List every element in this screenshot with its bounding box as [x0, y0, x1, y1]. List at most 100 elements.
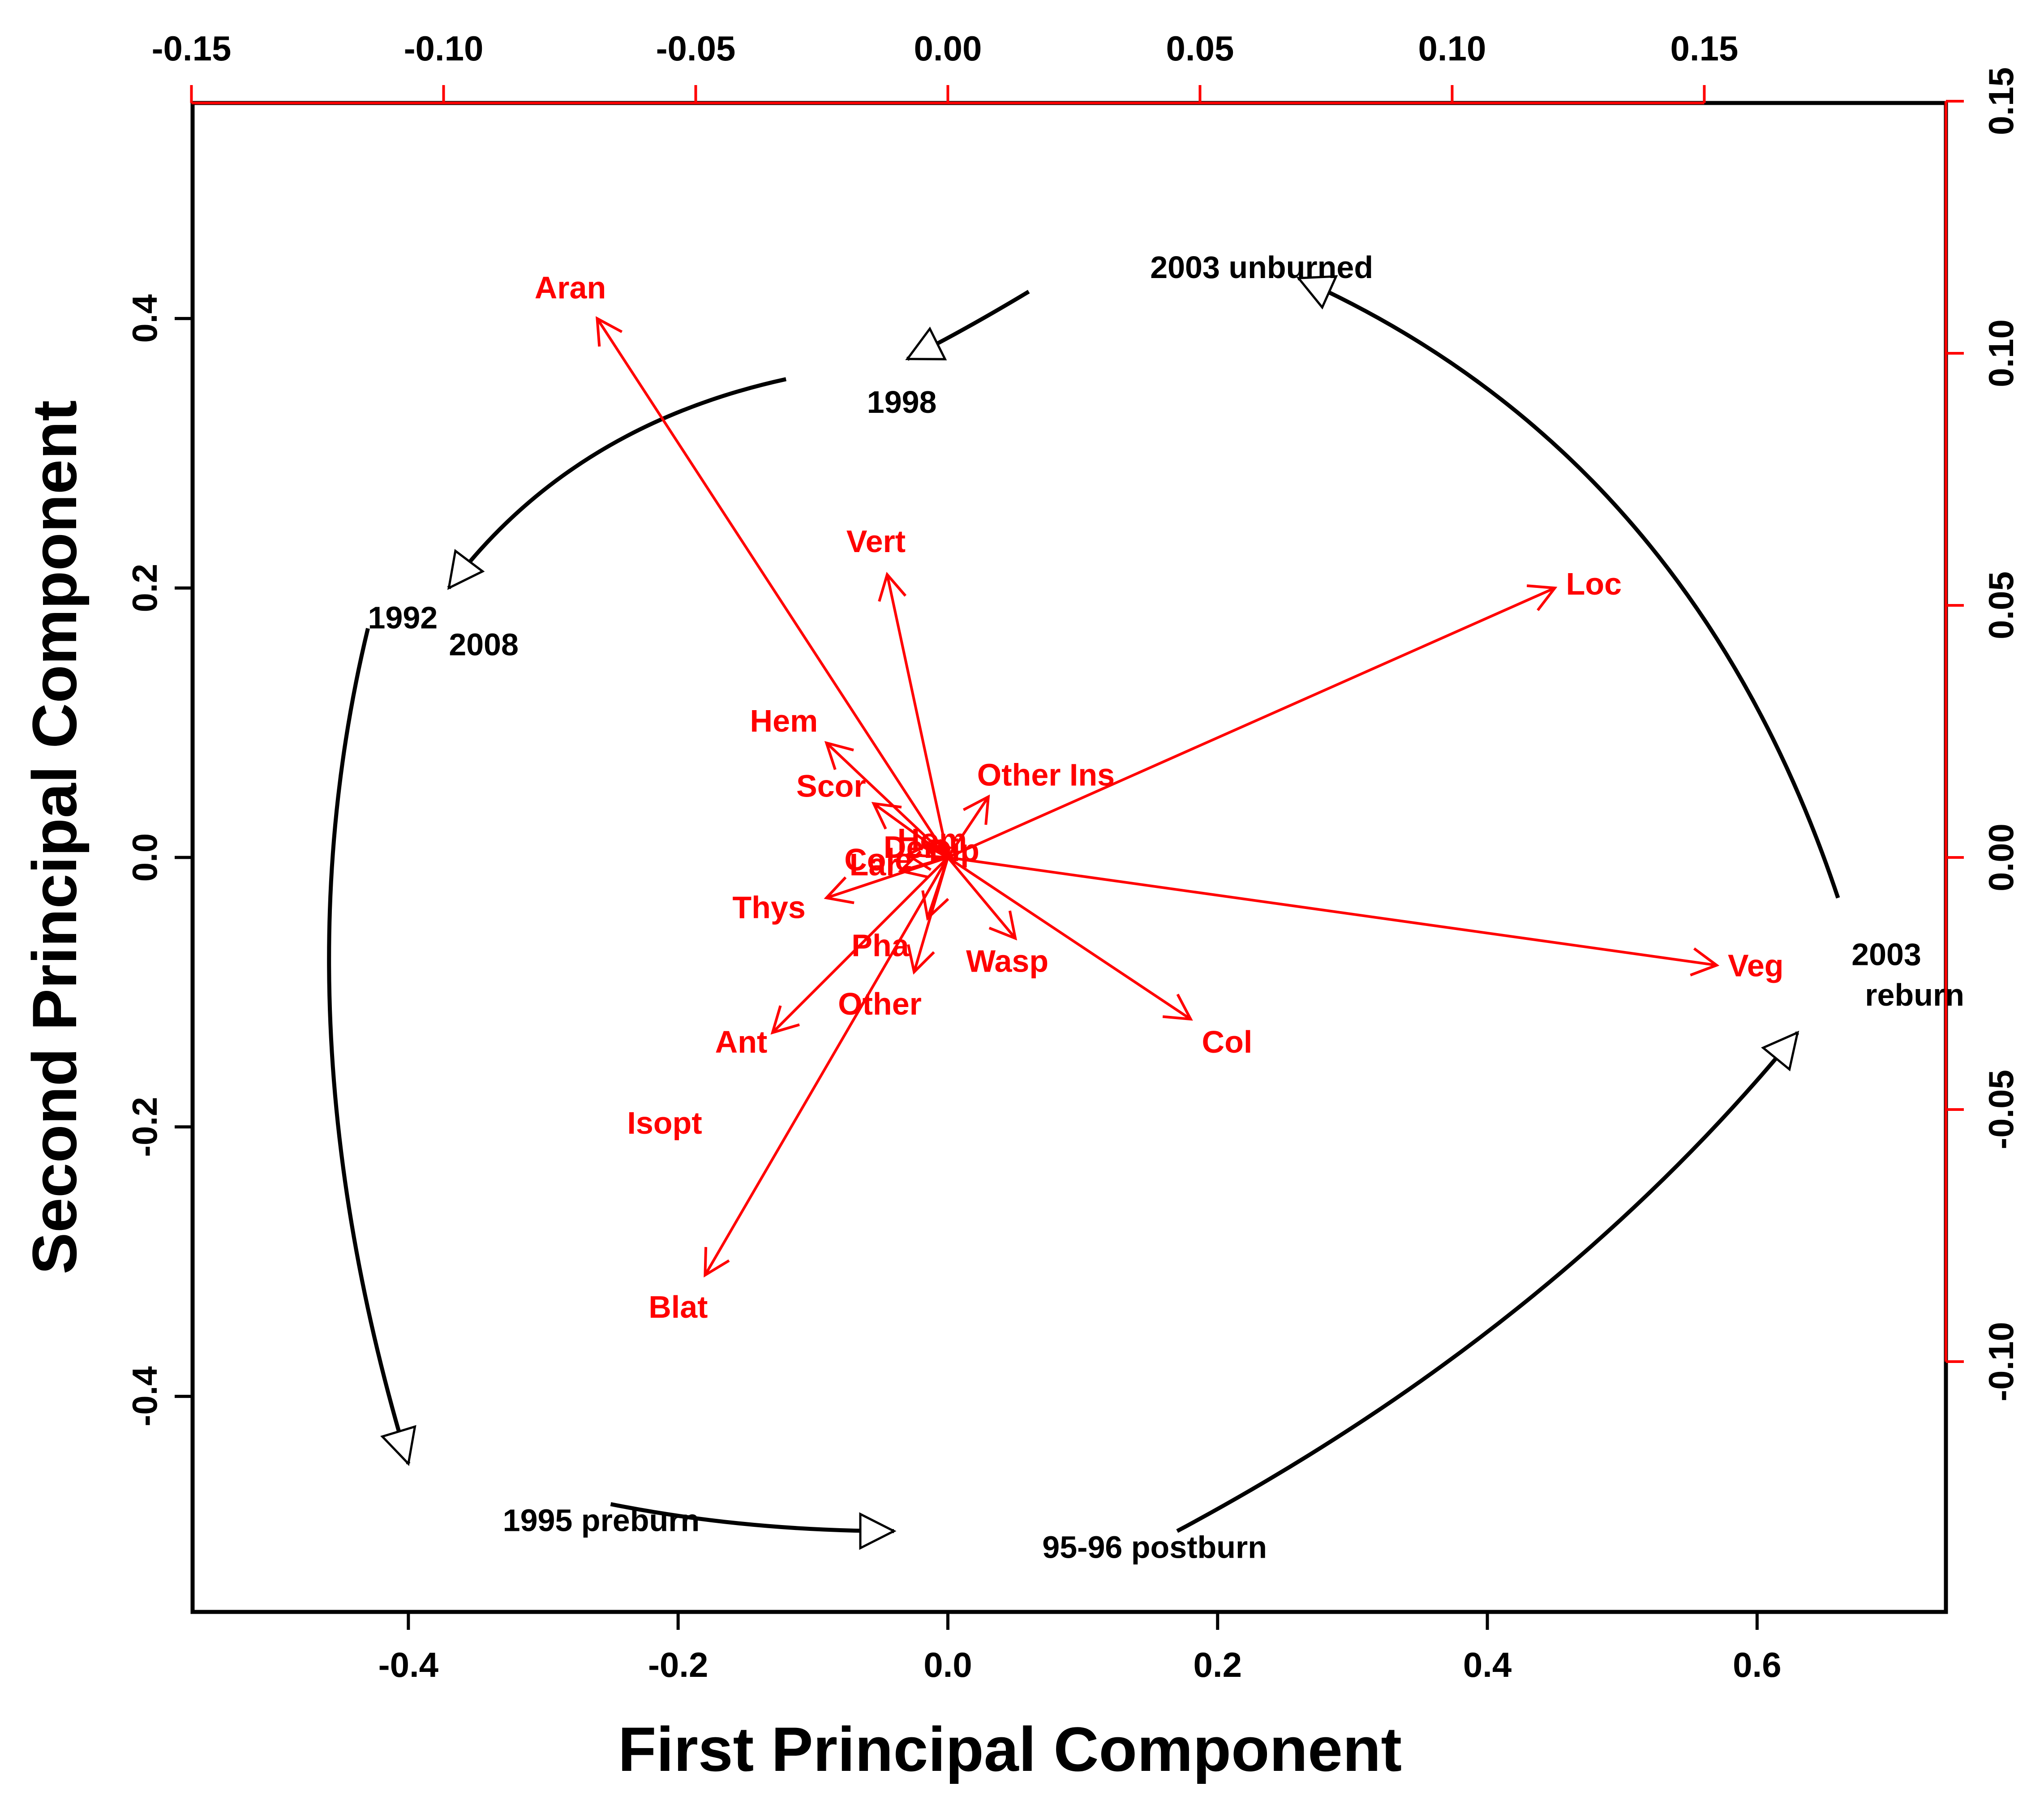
top-tick-label: 0.15 [1670, 29, 1739, 68]
arrow-shaft [948, 856, 1717, 967]
plot-box [190, 101, 1948, 1614]
observation-label: 1992 [368, 600, 438, 635]
arrow-head [906, 944, 935, 975]
top-tick-label: -0.10 [404, 29, 484, 68]
variable-arrow-loc: Loc [947, 566, 1622, 859]
variable-label: Blat [648, 1290, 708, 1324]
arrow-head [950, 850, 961, 860]
arrow-head [938, 839, 952, 854]
observation-label: 95-96 postburn [1042, 1530, 1267, 1565]
variable-arrow-scor: Scor [796, 769, 949, 859]
arrow-head [770, 1005, 800, 1035]
x-axis-title: First Principal Component [618, 1714, 1402, 1784]
variable-arrow-hem: Hem [750, 703, 949, 859]
observation-label: reburn [1865, 977, 1964, 1012]
variable-arrow-pha: Pha [851, 857, 949, 963]
variable-arrow-col: Col [947, 856, 1253, 1059]
plot-frame [190, 101, 1948, 1614]
arrow-head [1162, 994, 1193, 1021]
variable-arrow-wasp: Wasp [947, 857, 1048, 979]
arrow-head [878, 571, 907, 602]
y-tick-label: -0.4 [125, 1366, 164, 1426]
y-tick-label: 0.0 [125, 833, 164, 882]
arrow-shaft [704, 857, 949, 1276]
x-tick-label: -0.4 [378, 1645, 438, 1684]
variable-arrow-der: Der [884, 830, 949, 865]
variable-arrow-vert: Vert [846, 524, 949, 858]
top-tick-label: 0.00 [914, 29, 982, 68]
trajectory-arrowhead [859, 1512, 897, 1550]
right-tick-label: 0.15 [1981, 67, 2021, 135]
top-tick-label: -0.05 [656, 29, 736, 68]
right-tick-label: -0.10 [1981, 1322, 2021, 1401]
observation-labels: 1992 2008 1998 2003 unburned 2003 reburn 1995 … [368, 250, 1965, 1564]
variable-label: Loc [1566, 566, 1622, 601]
arrow-shaft [771, 856, 949, 1034]
right-secondary-axis: -0.10 -0.05 0.00 0.05 0.10 0.15 [1945, 67, 2021, 1401]
arrow-shaft [927, 845, 949, 859]
observation-label: 2003 [1851, 937, 1921, 972]
y-tick-label: 0.4 [125, 294, 164, 343]
arrow-head [962, 794, 990, 825]
variable-label: Isopt [627, 1106, 702, 1140]
x-tick-label: 0.2 [1194, 1645, 1242, 1684]
variable-label: Ant [715, 1024, 768, 1059]
arrow-head [1526, 584, 1558, 611]
trajectory-segment [447, 377, 787, 589]
variable-label: Col [1202, 1024, 1253, 1059]
trajectory-arrowhead [380, 1425, 417, 1466]
trajectory-arrowhead [447, 548, 485, 590]
arrow-shaft [947, 857, 1017, 939]
trajectory-arrowhead [1761, 1030, 1799, 1071]
variable-label: Wasp [966, 944, 1048, 979]
arrow-head [988, 910, 1018, 941]
arrow-shaft [873, 802, 949, 859]
y-tick-label: -0.2 [125, 1097, 164, 1157]
arrow-shaft [825, 742, 949, 859]
x-tick-label: -0.2 [648, 1645, 708, 1684]
variable-label: Thys [732, 890, 805, 925]
arrow-head [596, 316, 623, 347]
right-tick-label: 0.10 [1981, 319, 2021, 387]
arrow-shaft [946, 796, 990, 858]
variable-label: Der [884, 830, 936, 865]
trajectory-segment [327, 628, 411, 1465]
trajectory-arrowhead [1296, 275, 1338, 310]
variable-label: Dip [929, 833, 979, 868]
variable-arrow-aran: Aran [535, 270, 949, 858]
variable-arrow-dip: Dip [929, 833, 979, 868]
variable-arrow-cole: Cole [844, 841, 948, 877]
top-tick-label: 0.05 [1166, 29, 1234, 68]
variable-arrow-ant: Ant [715, 856, 949, 1059]
x-tick-label: 0.4 [1463, 1645, 1512, 1684]
variable-label: Lar [850, 847, 898, 882]
variable-label: Other Ins [977, 758, 1115, 793]
arrow-head [704, 1247, 730, 1278]
time-trajectory [327, 275, 1840, 1550]
arrow-head [925, 844, 944, 861]
observation-label: 1995 preburn [503, 1503, 700, 1538]
arrow-shaft [596, 317, 949, 858]
x-tick-label: 0.0 [923, 1645, 972, 1684]
arrow-head [904, 841, 933, 871]
right-tick-label: -0.05 [1981, 1070, 2021, 1149]
right-tick-label: 0.00 [1981, 823, 2021, 891]
variable-arrow-other-ins: Other Ins [946, 758, 1115, 858]
arrow-head [871, 801, 902, 830]
x-axis: -0.4 -0.2 0.0 0.2 0.4 0.6 [378, 1612, 1782, 1684]
trajectory-arrowhead [905, 326, 947, 360]
observation-label: 2008 [449, 627, 519, 662]
variable-label: Veg [1728, 948, 1784, 983]
arrow-shaft [947, 587, 1555, 859]
arrow-shaft [940, 840, 949, 858]
variable-label: Hem [750, 703, 818, 738]
variable-label: Other [838, 986, 922, 1021]
y-axis-title: Second Principal Component [19, 400, 90, 1274]
trajectory-segment [1297, 276, 1840, 899]
arrow-head [1690, 947, 1720, 977]
y-tick-label: 0.2 [125, 564, 164, 612]
x-tick-label: 0.6 [1733, 1645, 1781, 1684]
trajectory-segment [1176, 1031, 1799, 1533]
y-axis: -0.4 -0.2 0.0 0.2 0.4 [125, 294, 193, 1427]
